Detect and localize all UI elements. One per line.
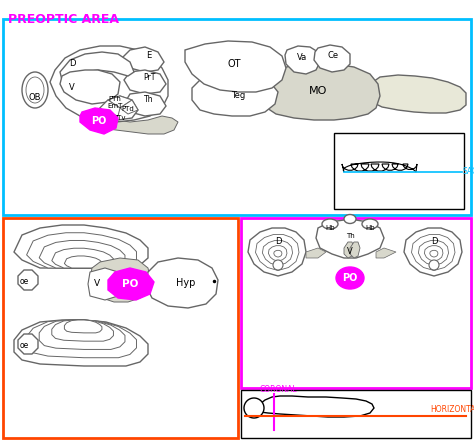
- Circle shape: [429, 260, 439, 270]
- Text: MO: MO: [309, 86, 327, 96]
- Polygon shape: [350, 242, 360, 258]
- Ellipse shape: [336, 267, 364, 289]
- Polygon shape: [248, 228, 306, 276]
- Polygon shape: [80, 108, 118, 134]
- Polygon shape: [14, 320, 148, 366]
- Polygon shape: [18, 270, 38, 290]
- Text: HORIZONTAL: HORIZONTAL: [430, 405, 474, 414]
- Polygon shape: [268, 246, 287, 261]
- Polygon shape: [100, 96, 138, 120]
- Text: PO: PO: [342, 273, 358, 283]
- Text: PrT: PrT: [143, 74, 155, 82]
- Text: D: D: [431, 238, 437, 247]
- Text: oe: oe: [19, 341, 28, 351]
- Polygon shape: [185, 41, 286, 92]
- Polygon shape: [120, 100, 138, 114]
- Polygon shape: [88, 268, 120, 300]
- Text: Th: Th: [346, 233, 355, 239]
- Bar: [241, 390, 471, 438]
- Ellipse shape: [344, 214, 356, 224]
- Polygon shape: [285, 46, 320, 74]
- Polygon shape: [430, 250, 438, 257]
- Polygon shape: [64, 256, 102, 268]
- Ellipse shape: [362, 219, 378, 229]
- Polygon shape: [124, 92, 166, 116]
- Polygon shape: [411, 235, 455, 270]
- Text: D: D: [69, 60, 75, 68]
- Polygon shape: [376, 248, 396, 258]
- Text: PREOPTIC AREA: PREOPTIC AREA: [8, 13, 119, 26]
- Text: PO: PO: [122, 279, 138, 289]
- Polygon shape: [27, 233, 137, 268]
- Polygon shape: [263, 240, 292, 265]
- Polygon shape: [60, 70, 120, 104]
- Polygon shape: [27, 320, 137, 358]
- Text: Th: Th: [144, 96, 154, 105]
- Circle shape: [273, 260, 283, 270]
- Text: Va: Va: [297, 53, 307, 63]
- Text: SAGITTAL: SAGITTAL: [463, 168, 474, 176]
- Text: V: V: [347, 247, 353, 257]
- Text: CORONAL: CORONAL: [260, 385, 298, 394]
- Text: PTd: PTd: [122, 106, 134, 112]
- Text: E: E: [348, 217, 352, 223]
- Text: PTv: PTv: [114, 115, 126, 121]
- Text: PTh: PTh: [109, 96, 121, 102]
- Polygon shape: [52, 248, 113, 268]
- Polygon shape: [342, 162, 417, 172]
- Polygon shape: [64, 320, 102, 333]
- Bar: [334, 133, 464, 209]
- Polygon shape: [255, 235, 299, 270]
- Polygon shape: [260, 63, 380, 120]
- Polygon shape: [100, 100, 120, 116]
- Polygon shape: [122, 47, 164, 72]
- Circle shape: [244, 398, 264, 418]
- Polygon shape: [60, 52, 134, 80]
- Text: V: V: [94, 280, 100, 288]
- Text: D: D: [275, 238, 281, 247]
- Polygon shape: [192, 74, 278, 116]
- Polygon shape: [90, 258, 150, 302]
- Text: OB: OB: [29, 93, 41, 102]
- Bar: [3, 218, 238, 438]
- Text: V: V: [69, 83, 75, 93]
- Bar: [3, 19, 471, 215]
- Polygon shape: [274, 250, 282, 257]
- Polygon shape: [124, 70, 166, 94]
- Polygon shape: [146, 258, 218, 308]
- Text: EmT: EmT: [107, 103, 123, 109]
- Text: PO: PO: [91, 116, 107, 126]
- Text: E: E: [146, 51, 152, 60]
- Polygon shape: [50, 46, 168, 122]
- Text: OT: OT: [227, 59, 241, 69]
- Text: oe: oe: [19, 277, 28, 287]
- Text: Hyp: Hyp: [176, 278, 196, 288]
- Polygon shape: [92, 116, 178, 134]
- Polygon shape: [306, 248, 326, 258]
- Polygon shape: [404, 228, 462, 276]
- Text: Teg: Teg: [231, 91, 245, 101]
- Polygon shape: [18, 334, 38, 354]
- Polygon shape: [368, 75, 466, 113]
- Text: Hb: Hb: [325, 225, 335, 231]
- Polygon shape: [344, 242, 354, 258]
- Text: Hb: Hb: [365, 225, 375, 231]
- Polygon shape: [39, 320, 125, 349]
- Polygon shape: [39, 240, 125, 268]
- Bar: [241, 218, 471, 388]
- Polygon shape: [52, 320, 113, 341]
- Ellipse shape: [26, 77, 44, 103]
- Polygon shape: [108, 96, 132, 108]
- Ellipse shape: [322, 219, 338, 229]
- Polygon shape: [258, 396, 374, 417]
- Polygon shape: [419, 240, 448, 265]
- Text: Ce: Ce: [328, 52, 338, 60]
- Ellipse shape: [22, 72, 48, 108]
- Polygon shape: [14, 225, 148, 268]
- Polygon shape: [108, 268, 154, 300]
- Polygon shape: [314, 45, 350, 72]
- Polygon shape: [316, 220, 384, 258]
- Polygon shape: [424, 246, 443, 261]
